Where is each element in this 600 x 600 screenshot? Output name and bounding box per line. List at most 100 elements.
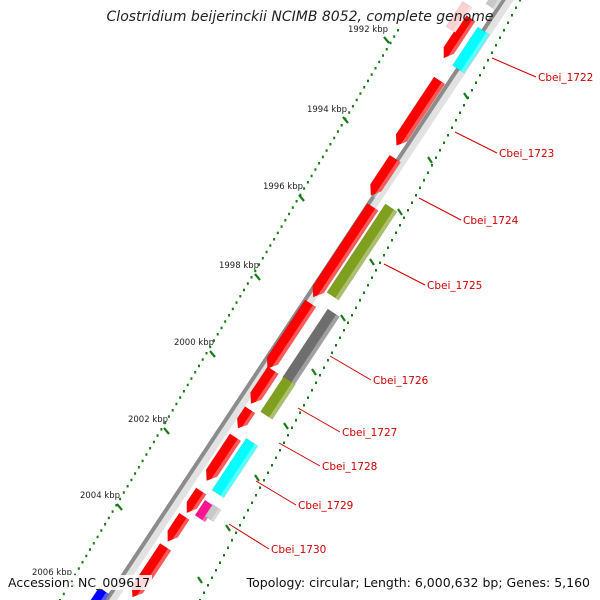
scale-dot-outer [220, 326, 223, 330]
scale-dot-inner [263, 479, 265, 482]
cog-feature [86, 587, 110, 600]
scale-dot-outer [310, 174, 313, 178]
scale-dot-inner [379, 261, 381, 264]
scale-dot-outer [333, 136, 336, 140]
scale-dot-inner [511, 14, 513, 17]
scale-dot-outer [374, 67, 377, 70]
scale-dot-inner [271, 464, 273, 467]
scale-label: 2006 kbp [32, 568, 72, 578]
scale-dot-outer [273, 238, 276, 241]
scale-dot-inner [231, 539, 233, 542]
gene-leader-line [418, 197, 462, 221]
scale-major-tick [342, 116, 349, 124]
cds-feature [236, 406, 256, 432]
scale-dot-outer [269, 244, 272, 247]
scale-dot-inner [235, 531, 237, 534]
scale-dot-outer [367, 79, 369, 83]
scale-dot-inner [335, 344, 337, 347]
scale-dot-inner [355, 306, 357, 309]
scale-dot-outer [254, 269, 257, 273]
scale-dot-outer [152, 440, 155, 444]
scale-dot-inner [403, 216, 405, 219]
cds-feature [445, 1, 473, 33]
scale-dot-outer [175, 402, 178, 406]
scale-dot-inner [463, 104, 465, 107]
scale-dot-inner [431, 164, 433, 167]
scale-dot-outer [198, 364, 200, 368]
scale-dot-inner [279, 449, 281, 452]
scale-dot-inner [391, 239, 393, 242]
scale-dot-inner [351, 314, 353, 317]
scale-dot-outer [348, 111, 351, 114]
gene-label: Cbei_1723 [499, 148, 554, 160]
scale-dot-outer [92, 542, 95, 545]
scale-dot-outer [74, 573, 76, 577]
scale-dot-inner [519, 0, 521, 2]
scale-dot-inner [255, 494, 257, 497]
scale-dot-inner [427, 171, 429, 174]
scale-major-tick [369, 258, 375, 266]
scale-dot-inner [247, 509, 249, 512]
scale-dot-outer [370, 73, 373, 76]
scale-dot-outer [186, 383, 189, 387]
scale-dot-outer [231, 307, 234, 311]
scale-dot-inner [323, 366, 325, 369]
gene-leader-line [454, 131, 498, 154]
scale-dot-inner [491, 51, 493, 54]
scale-dot-outer [314, 168, 317, 171]
scale-label: 1994 kbp [307, 105, 347, 115]
scale-dot-outer [385, 48, 388, 51]
scale-dot-inner [367, 284, 369, 287]
scale-dot-outer [329, 143, 332, 146]
gene-label-leaders [228, 57, 537, 550]
scale-dot-outer [235, 301, 238, 304]
scale-dot-inner [207, 584, 209, 587]
scale-dot-outer [141, 459, 144, 463]
scale-dot-outer [115, 504, 118, 507]
scale-dot-inner [503, 29, 505, 32]
scale-dot-inner [291, 426, 293, 429]
scale-dot-outer [318, 162, 321, 165]
scale-label: 1998 kbp [219, 261, 259, 271]
scale-dot-inner [319, 374, 321, 377]
scale-dot-outer [216, 333, 219, 336]
scale-dot-outer [303, 187, 306, 190]
scale-dot-outer [336, 130, 339, 133]
scale-dot-inner [363, 291, 365, 294]
scale-dot-inner [307, 396, 309, 399]
scale-dot-inner [315, 381, 317, 384]
scale-dot-inner [203, 591, 205, 594]
scale-dot-inner [303, 404, 305, 407]
scale-major-tick [197, 576, 203, 584]
scale-labels: 1992 kbp 1994 kbp 1996 kbp 1998 kbp 2000 kbp… [32, 25, 388, 578]
scale-dot-outer [258, 263, 260, 266]
cds-feature [205, 433, 242, 485]
scale-dot-outer [363, 86, 366, 89]
scale-dot-inner [331, 351, 333, 354]
gene-label: Cbei_1730 [271, 544, 326, 556]
scale-major-tick [283, 422, 289, 430]
scale-dot-inner [295, 419, 297, 422]
scale-dot-inner [239, 524, 241, 527]
scale-dot-outer [340, 124, 343, 127]
scale-dot-inner [455, 119, 457, 122]
scale-dot-outer [137, 466, 140, 469]
scale-dot-inner [507, 21, 509, 24]
scale-dot-outer [306, 181, 309, 184]
gene-leader-line [297, 407, 341, 433]
cog-feature [204, 503, 222, 523]
scale-dot-inner [243, 516, 245, 519]
gene-leader-line [228, 523, 270, 550]
scale-dot-inner [499, 36, 501, 39]
scale-dot-outer [351, 105, 354, 108]
gene-labels: Cbei_1722 Cbei_1723 Cbei_1724 Cbei_1725 Cbei… [271, 72, 593, 556]
cds-feature [186, 487, 207, 517]
scale-dot-outer [171, 409, 174, 412]
scale-dot-inner [259, 486, 261, 489]
scale-dot-outer [239, 295, 242, 298]
scale-dot-inner [275, 456, 277, 459]
scale-dot-outer [325, 149, 328, 152]
scale-dot-outer [288, 212, 291, 216]
scale-dot-inner [387, 246, 389, 249]
scale-dot-outer [382, 54, 384, 57]
